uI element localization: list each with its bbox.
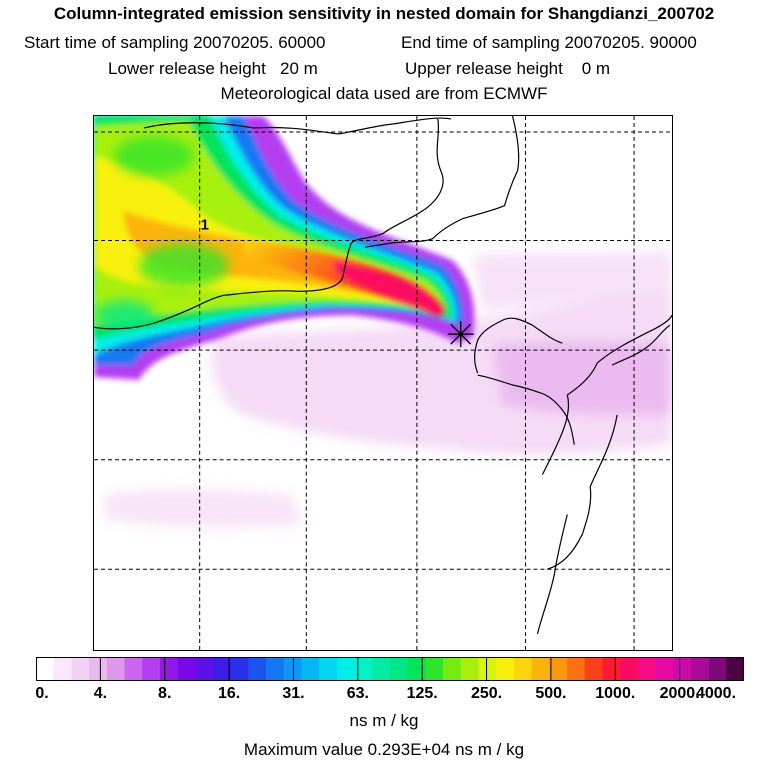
colorbar-cell [89, 657, 108, 681]
low-sensitivity-haze [104, 250, 672, 528]
colorbar-cell [213, 657, 231, 681]
receptor-marker-icon [447, 321, 474, 348]
colorbar-tick-label: 2000. [659, 685, 700, 702]
colorbar-cell [53, 657, 72, 681]
colorbar-tick-label: 0. [35, 685, 49, 702]
colorbar-tick-label: 8. [158, 685, 172, 702]
colorbar-tick-label: 125. [406, 685, 438, 702]
colorbar-cell [655, 657, 674, 681]
map-marker-label: 1 [201, 217, 209, 234]
colorbar-cell [407, 657, 426, 681]
colorbar-cell [248, 657, 267, 681]
colorbar-cell [195, 657, 214, 681]
colorbar-cell [531, 657, 550, 681]
colorbar-tick-label: 63. [346, 685, 369, 702]
colorbar-cell [372, 657, 391, 681]
colorbar-cell [690, 657, 709, 681]
colorbar-cell [549, 657, 568, 681]
upper-release-height-label: Upper release height 0 m [405, 59, 611, 78]
maximum-value-label: Maximum value 0.293E+04 ns m / kg [243, 740, 525, 759]
met-data-label: Meteorological data used are from ECMWF [220, 84, 548, 103]
colorbar-cell [443, 657, 462, 681]
plume-core [243, 240, 445, 318]
colorbar-cell [301, 657, 320, 681]
colorbar-cell [283, 657, 302, 681]
colorbar-cell [319, 657, 338, 681]
color-scale-bar [36, 657, 744, 681]
colorbar-cell [354, 657, 373, 681]
colorbar-cell [266, 657, 285, 681]
colorbar-cell [36, 657, 54, 681]
colorbar-cell [336, 657, 355, 681]
start-time-label: Start time of sampling 20070205. 60000 [24, 33, 326, 52]
colorbar-tick-label: 31. [282, 685, 305, 702]
colorbar-tick-label: 500. [535, 685, 567, 702]
colorbar-cell [230, 657, 249, 681]
colorbar-cell [478, 657, 497, 681]
colorbar-tick-label: 4. [93, 685, 108, 702]
graticule [94, 116, 672, 650]
colorbar-cell [425, 657, 444, 681]
end-time-label: End time of sampling 20070205. 90000 [401, 33, 697, 52]
lower-release-height-label: Lower release height 20 m [108, 59, 318, 78]
colorbar-cell [159, 657, 178, 681]
colorbar-cell [673, 657, 692, 681]
colorbar-cell [124, 657, 143, 681]
map-title: Column-integrated emission sensitivity i… [53, 4, 715, 23]
colorbar-tick-label: 16. [217, 685, 241, 702]
colorbar-cell [726, 657, 744, 681]
colorbar-cell [71, 657, 90, 681]
colorbar-cell [584, 657, 603, 681]
plume-green-patches [94, 135, 229, 331]
colorbar-cell [708, 657, 727, 681]
colorbar-cell [106, 657, 125, 681]
colorbar-cell [602, 657, 621, 681]
coastlines [94, 116, 672, 635]
colorbar-cell [142, 657, 161, 681]
colorbar-cell [390, 657, 408, 681]
colorbar-cell [496, 657, 515, 681]
colorbar-cell [460, 657, 479, 681]
colorbar-tick-label: 1000. [595, 685, 636, 702]
colorbar-units: ns m / kg [349, 711, 419, 730]
colorbar-cell [620, 657, 639, 681]
colorbar-cell [177, 657, 196, 681]
colorbar-cell [513, 657, 532, 681]
colorbar-cell [637, 657, 656, 681]
colorbar-cell [567, 657, 585, 681]
colorbar-tick-label: 4000. [695, 685, 737, 702]
colorbar-tick-label: 250. [470, 685, 503, 702]
sensitivity-map: 1 [93, 115, 673, 651]
